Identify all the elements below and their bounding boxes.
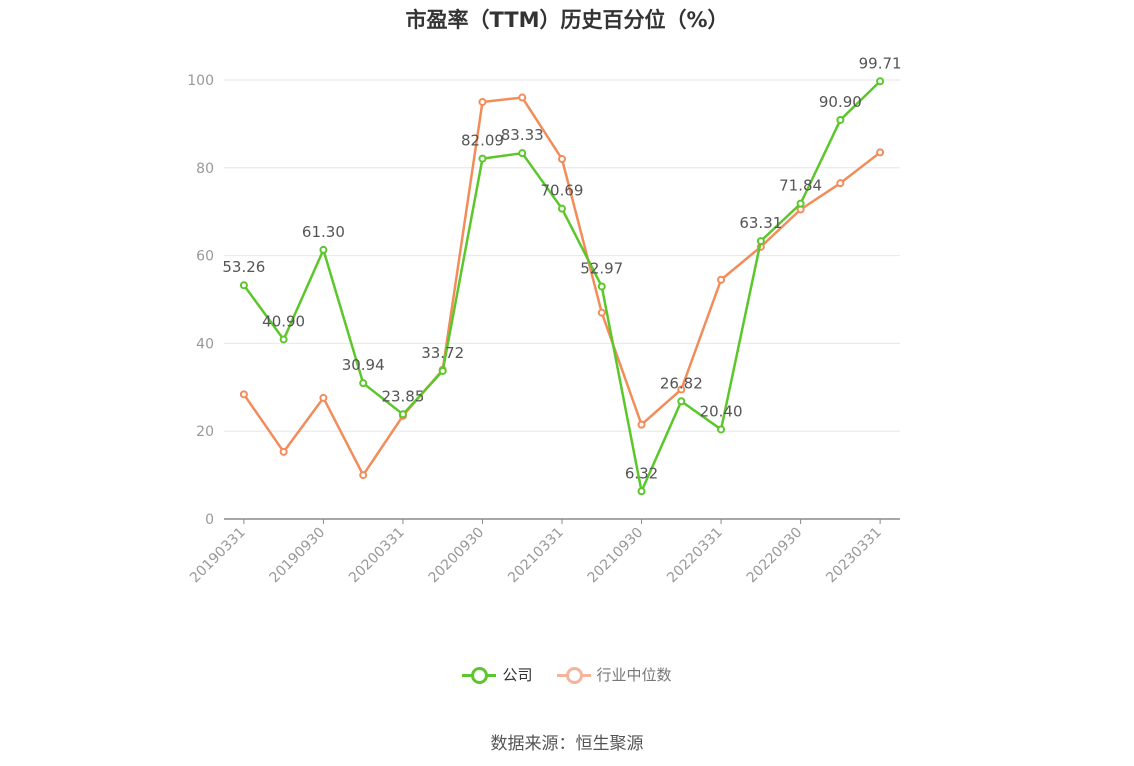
data-label-company: 61.30 [302,223,345,241]
data-point-company [359,379,368,388]
data-point-company [398,410,407,419]
data-point-industry-median [558,155,566,164]
x-tick-label: 20210930 [585,525,647,587]
data-point-industry-median [597,308,606,317]
data-label-company: 82.09 [461,132,504,150]
legend-item-industry-median[interactable]: 行业中位数 [556,664,672,685]
data-label-company: 90.90 [819,93,862,111]
data-label-company: 6.32 [625,464,658,482]
data-label-company: 63.31 [739,214,782,232]
chart-title: 市盈率（TTM）历史百分位（%） [405,8,729,32]
y-tick-label: 80 [196,161,214,177]
data-point-company [876,77,885,86]
data-label-company: 99.71 [859,54,902,72]
data-label-company: 53.26 [222,258,265,276]
data-point-industry-median [717,275,726,284]
series-line-industry-median [242,96,881,477]
y-tick-label: 40 [196,336,214,352]
x-tick-label: 20200331 [346,525,408,587]
x-tick-label: 20190331 [187,525,249,587]
data-point-company [478,154,487,163]
data-point-company [836,115,845,124]
data-point-company [637,487,646,496]
data-point-industry-median [876,148,885,157]
y-tick-label: 20 [196,424,214,440]
legend-label-industry-median: 行业中位数 [596,666,672,684]
data-point-industry-median [478,97,487,106]
data-label-company: 30.94 [342,356,385,374]
x-tick-label: 20220930 [744,525,806,587]
data-label-company: 23.85 [381,387,424,405]
data-label-company: 26.82 [660,374,703,392]
x-tick-label: 20200930 [426,525,488,587]
legend-marker-company [462,666,497,684]
data-point-industry-median [518,93,527,102]
data-point-industry-median [836,179,845,188]
data-point-industry-median [637,420,646,429]
data-point-company [438,366,447,375]
data-point-industry-median [319,393,328,402]
data-point-industry-median [239,390,248,399]
x-tick-label: 20220331 [664,525,726,587]
data-label-company: 70.69 [541,182,584,200]
data-point-company [597,282,606,291]
data-point-company [319,245,328,254]
legend-marker-industry-median [556,666,591,684]
y-tick-label: 100 [187,73,214,89]
data-label-company: 40.90 [262,312,305,330]
data-source-note: 数据来源：恒生聚源 [490,734,644,754]
data-point-company [558,204,566,213]
data-point-industry-median [279,447,288,456]
legend-label-company: 公司 [502,666,533,684]
data-point-industry-median [359,471,368,480]
legend-item-company[interactable]: 公司 [462,664,533,685]
data-point-company [677,397,686,406]
data-point-industry-median [677,385,686,394]
y-tick-label: 60 [196,249,214,265]
y-tick-label: 0 [205,512,214,528]
data-label-company: 33.72 [421,344,464,362]
data-label-company: 71.84 [779,177,822,195]
data-point-company [756,237,765,246]
data-point-company [796,199,805,208]
data-point-company [518,149,527,158]
x-tick-label: 20190930 [267,525,329,587]
x-tick-label: 20210331 [505,525,567,587]
data-point-company [717,425,726,434]
data-label-company: 20.40 [700,402,743,420]
data-point-company [239,281,248,290]
data-point-company [279,335,288,344]
data-label-company: 52.97 [580,259,623,277]
x-tick-label: 20230331 [823,525,885,587]
chart-legend: 公司 行业中位数 [0,664,1134,685]
data-label-company: 83.33 [501,126,544,144]
